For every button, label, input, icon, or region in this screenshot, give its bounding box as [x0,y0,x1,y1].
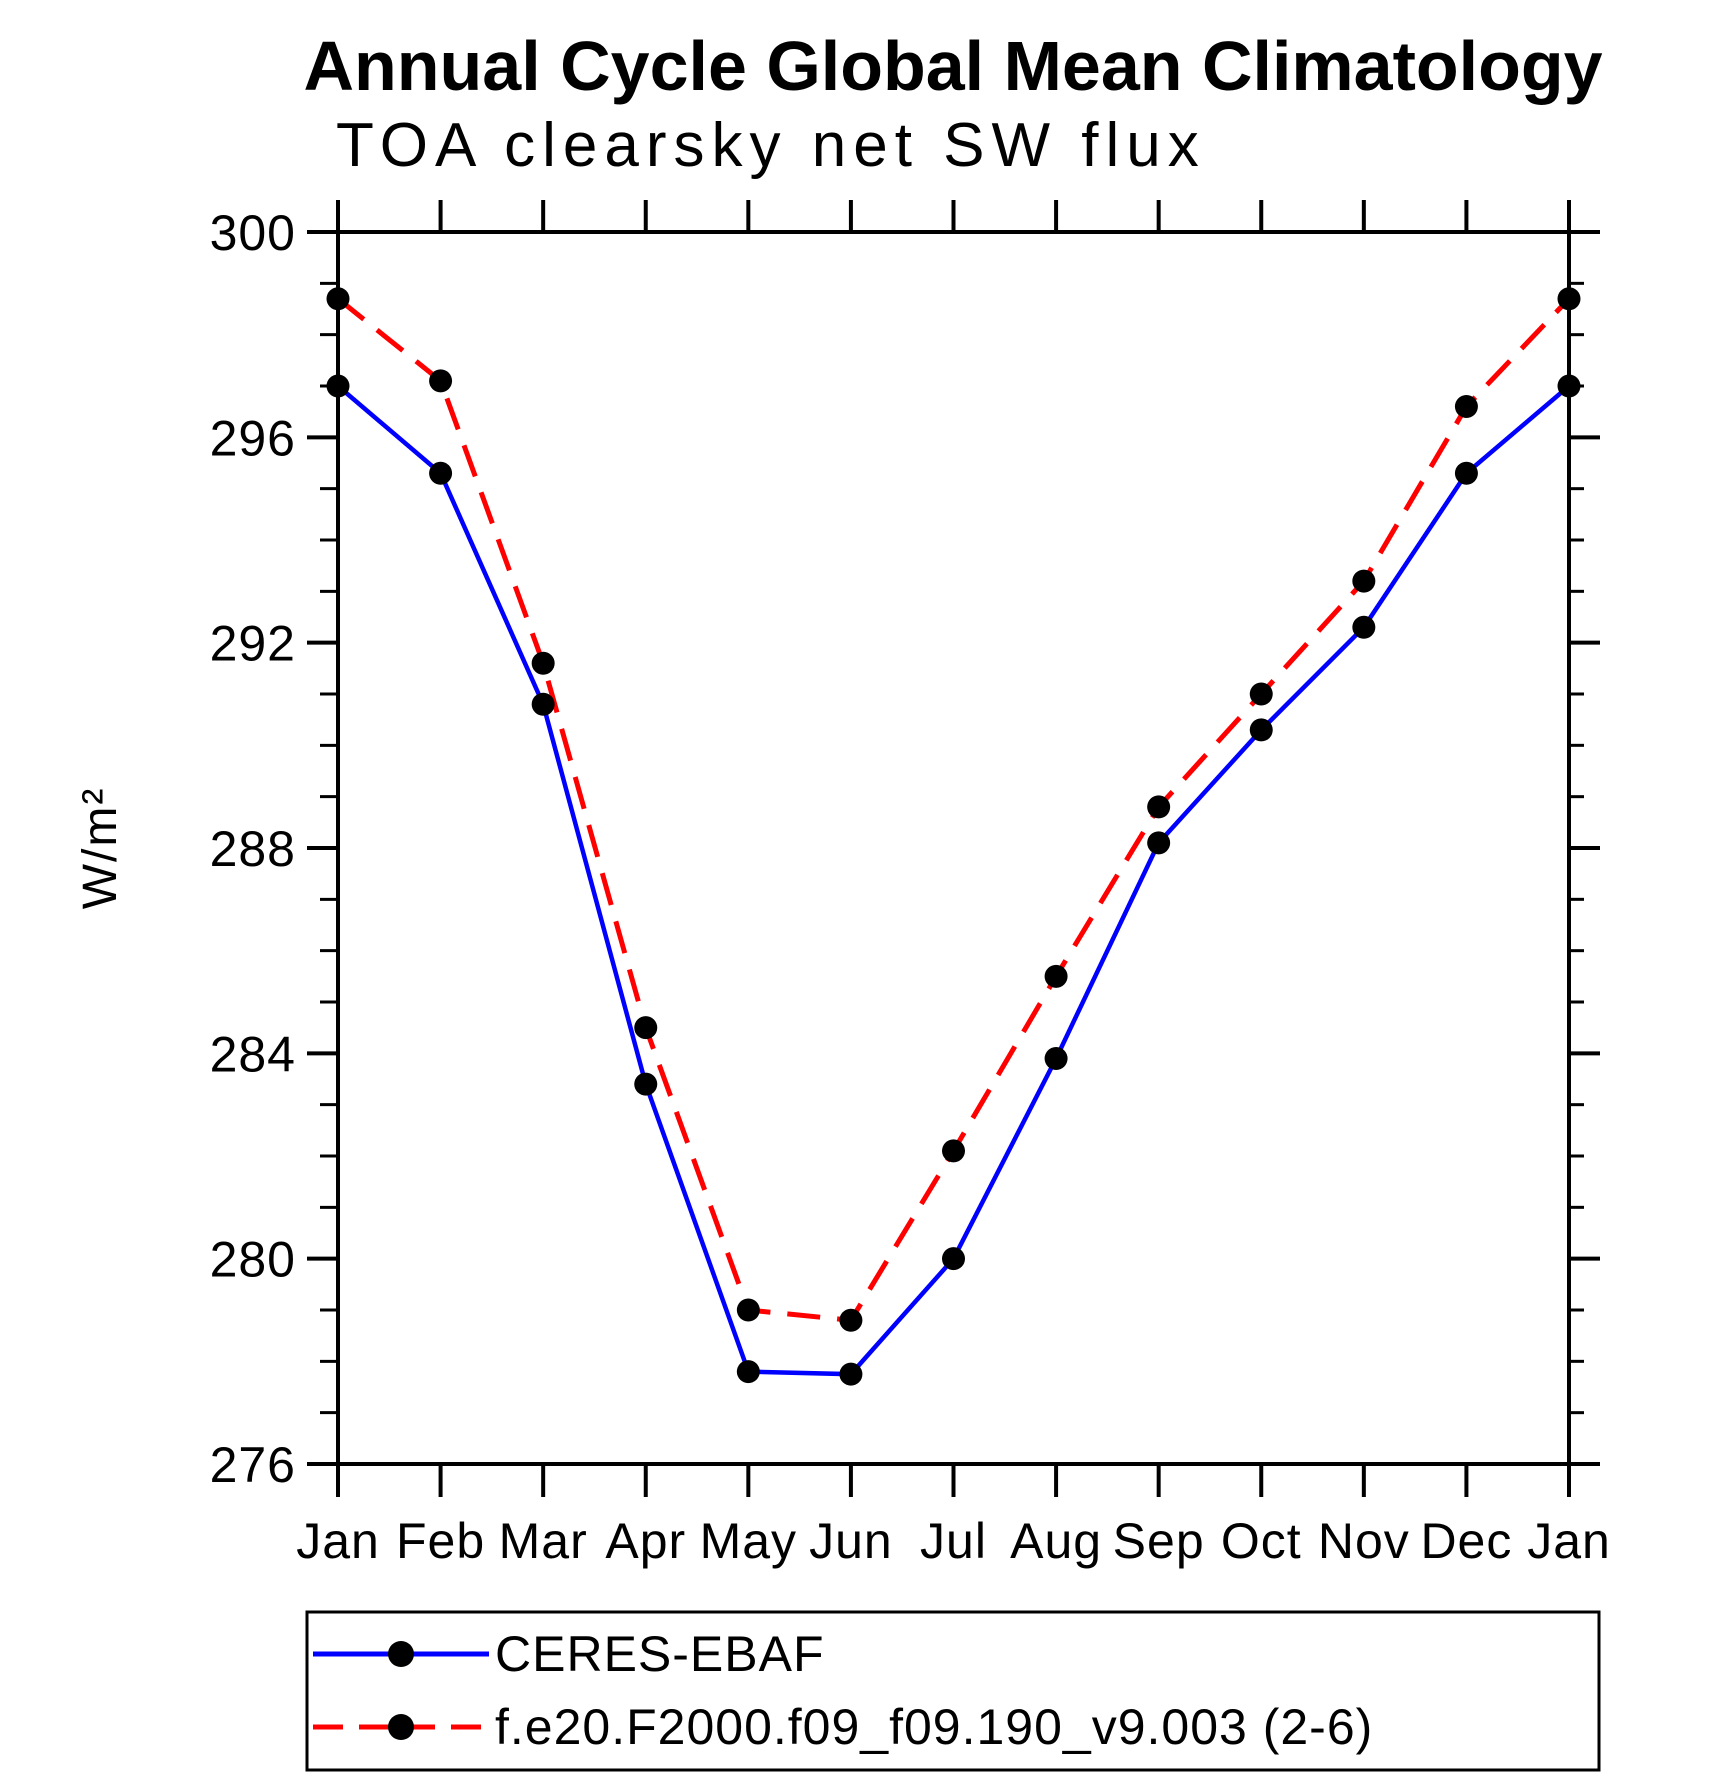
data-point-1 [429,369,453,393]
data-point-1 [942,1139,965,1163]
x-tick-label: Jul [920,1513,987,1569]
y-tick-label: 276 [210,1437,296,1493]
x-tick-label: Oct [1221,1513,1302,1569]
x-tick-label: Aug [1010,1513,1102,1569]
x-tick-label: Jan [296,1513,380,1569]
chart-title: Annual Cycle Global Mean Climatology [303,27,1602,105]
data-point-0 [1147,831,1171,855]
data-point-1 [736,1298,760,1322]
data-point-1 [1249,682,1273,706]
data-point-0 [1044,1046,1068,1070]
data-point-0 [1249,718,1273,742]
data-point-1 [1454,395,1478,419]
series-line-0 [336,384,1571,1377]
data-point-1 [531,651,555,675]
legend-label-ceres: CERES-EBAF [495,1626,825,1682]
legend-box [305,1610,1601,1772]
x-tick-label: Nov [1318,1513,1410,1569]
data-point-0 [1557,374,1581,398]
data-point-1 [634,1016,658,1040]
data-point-0 [531,692,555,716]
data-point-0 [942,1247,965,1271]
data-point-1 [1352,569,1376,593]
x-tick-label: Mar [499,1513,588,1569]
x-tick-label: Sep [1113,1513,1205,1569]
y-tick-label: 284 [210,1026,296,1082]
data-point-0 [839,1362,863,1386]
chart-subtitle: TOA clearsky net SW flux [336,111,1206,180]
axis-ticks [307,200,1600,1497]
data-point-0 [1352,615,1376,639]
x-tick-label: May [700,1513,797,1569]
y-axis-label: W/m² [74,787,127,910]
legend-label-model: f.e20.F2000.f09_f09.190_v9.003 (2-6) [495,1699,1373,1755]
data-point-0 [326,374,350,398]
legend: CERES-EBAF f.e20.F2000.f09_f09.190_v9.00… [305,1610,1601,1772]
y-tick-label: 296 [210,410,296,466]
data-point-0 [634,1072,658,1096]
x-tick-label: Feb [396,1513,485,1569]
data-point-1 [1044,964,1068,988]
x-tick-label: Jun [809,1513,893,1569]
y-tick-label: 280 [210,1232,296,1288]
axis-tick-labels: Jan Feb Mar Apr May Jun Jul Aug Sep Oct Nov Dec Jan2… [210,205,1611,1569]
x-tick-label: Jan [1527,1513,1611,1569]
data-point-0 [429,461,453,485]
series-layer [326,287,1581,1386]
data-point-0 [1454,461,1478,485]
data-point-1 [326,287,350,311]
series-line-1 [336,296,1571,1323]
legend-marker-ceres [388,1641,414,1667]
x-tick-label: Apr [605,1513,686,1569]
y-tick-label: 300 [210,205,296,261]
y-tick-label: 288 [210,821,296,877]
y-tick-label: 292 [210,616,296,672]
plot-frame [336,230,1571,1466]
data-point-1 [1557,287,1581,311]
x-tick-label: Dec [1420,1513,1512,1569]
data-point-1 [839,1308,863,1332]
data-point-1 [1147,795,1171,819]
legend-marker-model [388,1714,414,1740]
data-point-0 [736,1360,760,1384]
